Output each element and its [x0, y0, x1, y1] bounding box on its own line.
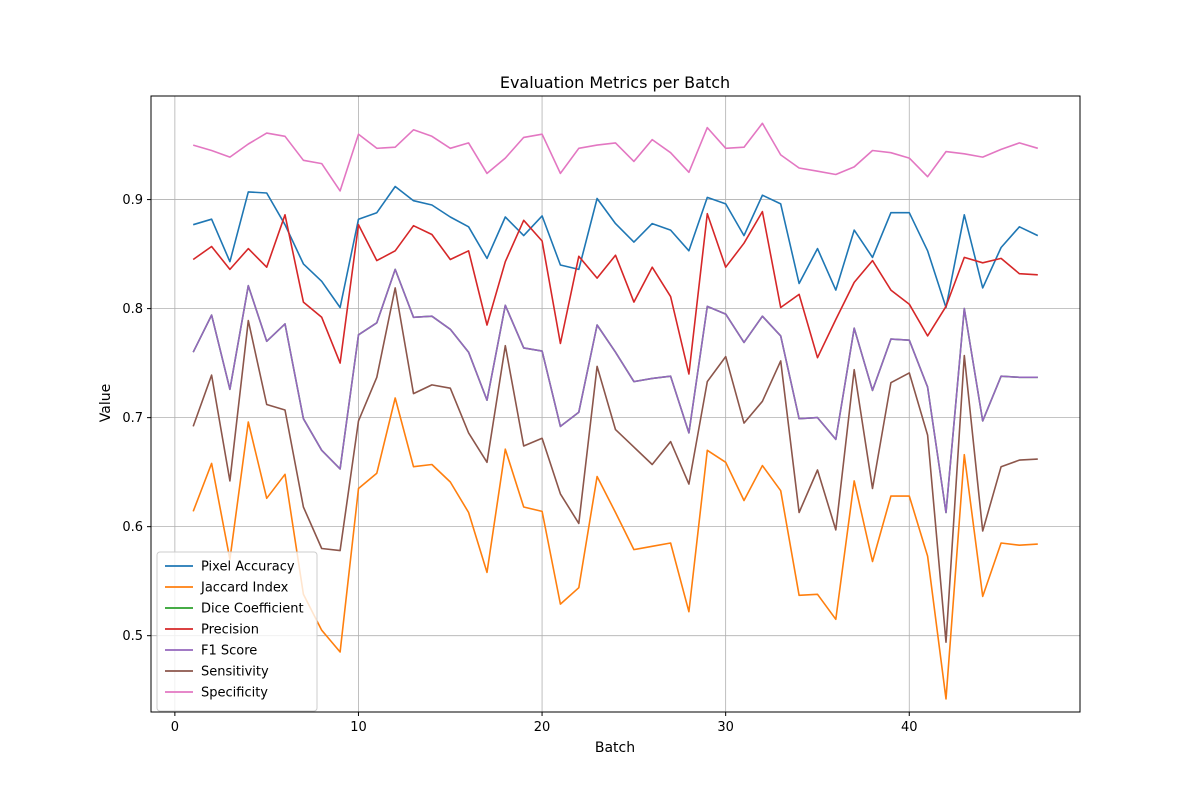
y-tick-label: 0.5: [122, 629, 143, 644]
x-tick-label: 40: [901, 720, 918, 735]
legend-label: Specificity: [201, 686, 268, 701]
x-tick-label: 20: [534, 720, 551, 735]
legend: Pixel Accuracy Jaccard Index Dice Coeffici…: [156, 551, 318, 712]
x-axis-label: Batch: [595, 740, 635, 756]
series-lines: [192, 122, 1039, 700]
series-line-precision: [192, 210, 1038, 375]
chart-title: Evaluation Metrics per Batch: [500, 73, 730, 92]
legend-label: Dice Coefficient: [201, 602, 304, 617]
x-tick-label: 10: [350, 720, 367, 735]
series-line-specificity: [192, 122, 1039, 192]
x-tick-label: 30: [717, 720, 734, 735]
plot-frame: [150, 95, 1081, 713]
y-axis-label: Value: [98, 384, 114, 422]
series-line-pixel-accuracy: [192, 185, 1039, 309]
axis-ticks: 0 10 20 30 40 0.5 0.6 0.7 0.8 0.9: [122, 193, 917, 735]
y-tick-label: 0.6: [122, 520, 143, 535]
legend-label: Jaccard Index: [200, 581, 289, 596]
series-line-sensitivity: [192, 287, 1038, 644]
legend-label: Precision: [201, 623, 259, 638]
legend-label: F1 Score: [201, 644, 257, 659]
legend-label: Pixel Accuracy: [201, 560, 295, 575]
grid: [151, 96, 1080, 712]
x-tick-label: 0: [171, 720, 179, 735]
y-tick-label: 0.7: [122, 411, 143, 426]
series-line-f1-score: [192, 268, 1038, 514]
y-tick-label: 0.8: [122, 302, 143, 317]
legend-label: Sensitivity: [201, 665, 269, 680]
y-tick-label: 0.9: [122, 193, 143, 208]
legend-box: [156, 551, 318, 712]
series-line-jaccard-index: [192, 397, 1038, 700]
